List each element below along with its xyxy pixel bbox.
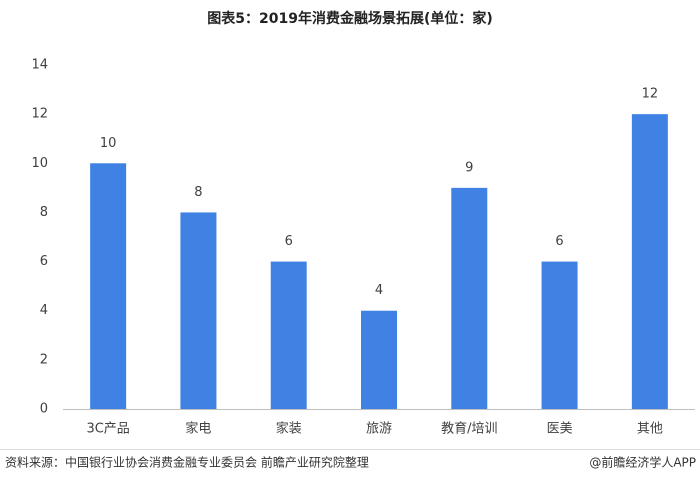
x-tick-label: 教育/培训 <box>441 421 497 437</box>
data-label: 6 <box>285 234 293 249</box>
bar <box>631 114 668 410</box>
bar <box>541 261 578 409</box>
y-tick-label: 2 <box>40 352 48 367</box>
bar <box>90 163 127 409</box>
data-label: 10 <box>100 136 117 151</box>
data-label: 6 <box>555 234 563 249</box>
y-tick-label: 12 <box>31 107 48 122</box>
y-tick-label: 8 <box>40 205 48 220</box>
x-tick-label: 3C产品 <box>86 422 129 437</box>
brand: @前瞻经济学人APP <box>589 455 696 470</box>
x-tick-label: 家装 <box>276 421 302 437</box>
bar <box>270 261 307 409</box>
source-note: 资料来源：中国银行业协会消费金融专业委员会 前瞻产业研究院整理 <box>5 455 369 470</box>
data-label: 12 <box>642 87 659 102</box>
bar <box>361 310 397 409</box>
chart-title: 图表5：2019年消费金融场景拓展(单位：家) <box>207 10 493 27</box>
y-tick-label: 6 <box>40 254 48 269</box>
x-tick-label: 医美 <box>547 422 573 437</box>
y-tick-label: 14 <box>31 58 48 73</box>
y-tick-label: 4 <box>40 303 48 318</box>
data-label: 9 <box>465 160 473 175</box>
bar <box>180 212 217 409</box>
y-tick-label: 10 <box>31 156 48 171</box>
data-label: 4 <box>375 283 383 298</box>
data-label: 8 <box>194 185 202 200</box>
x-tick-label: 家电 <box>185 421 211 437</box>
bar <box>451 187 488 409</box>
y-tick-label: 0 <box>40 402 48 417</box>
x-tick-label: 旅游 <box>366 422 392 437</box>
x-tick-label: 其他 <box>637 422 663 437</box>
